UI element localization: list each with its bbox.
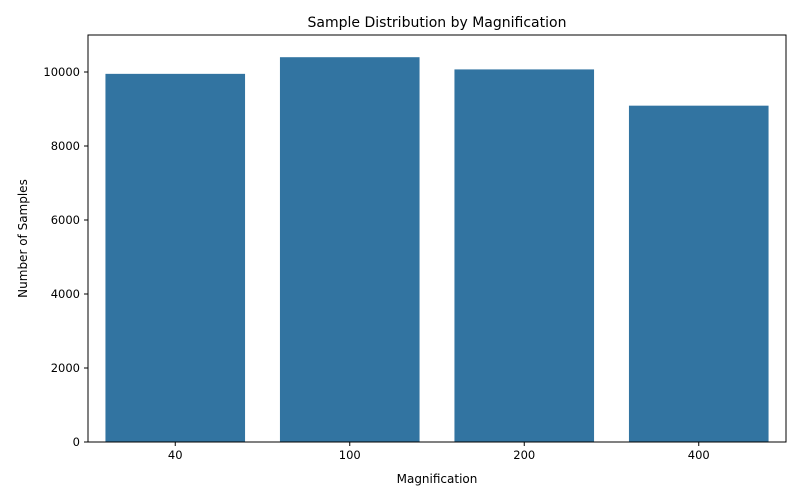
- bars: [105, 57, 769, 443]
- x-tick-label: 400: [688, 448, 710, 462]
- bar-400: [628, 105, 769, 443]
- plot-frame: [87, 34, 787, 443]
- y-tick-label: 0: [73, 435, 80, 449]
- chart-title: Sample Distribution by Magnification: [308, 15, 567, 31]
- bar-100: [279, 57, 420, 442]
- y-axis-label: Number of Samples: [16, 179, 30, 298]
- y-tick-label: 10000: [43, 65, 80, 79]
- x-axis-label: Magnification: [397, 472, 478, 486]
- y-tick-label: 6000: [51, 213, 80, 227]
- bar-40: [105, 73, 246, 442]
- y-tick-label: 4000: [51, 287, 80, 301]
- y-tick-label: 8000: [51, 139, 80, 153]
- y-tick-label: 2000: [51, 361, 80, 375]
- x-tick-label: 200: [513, 448, 535, 462]
- x-axis-ticks: 40 100 200 400: [168, 442, 710, 462]
- y-axis-ticks: 0 2000 4000 6000 8000 10000: [43, 65, 88, 449]
- bar-200: [454, 69, 595, 442]
- x-tick-label: 40: [168, 448, 183, 462]
- x-tick-label: 100: [339, 448, 361, 462]
